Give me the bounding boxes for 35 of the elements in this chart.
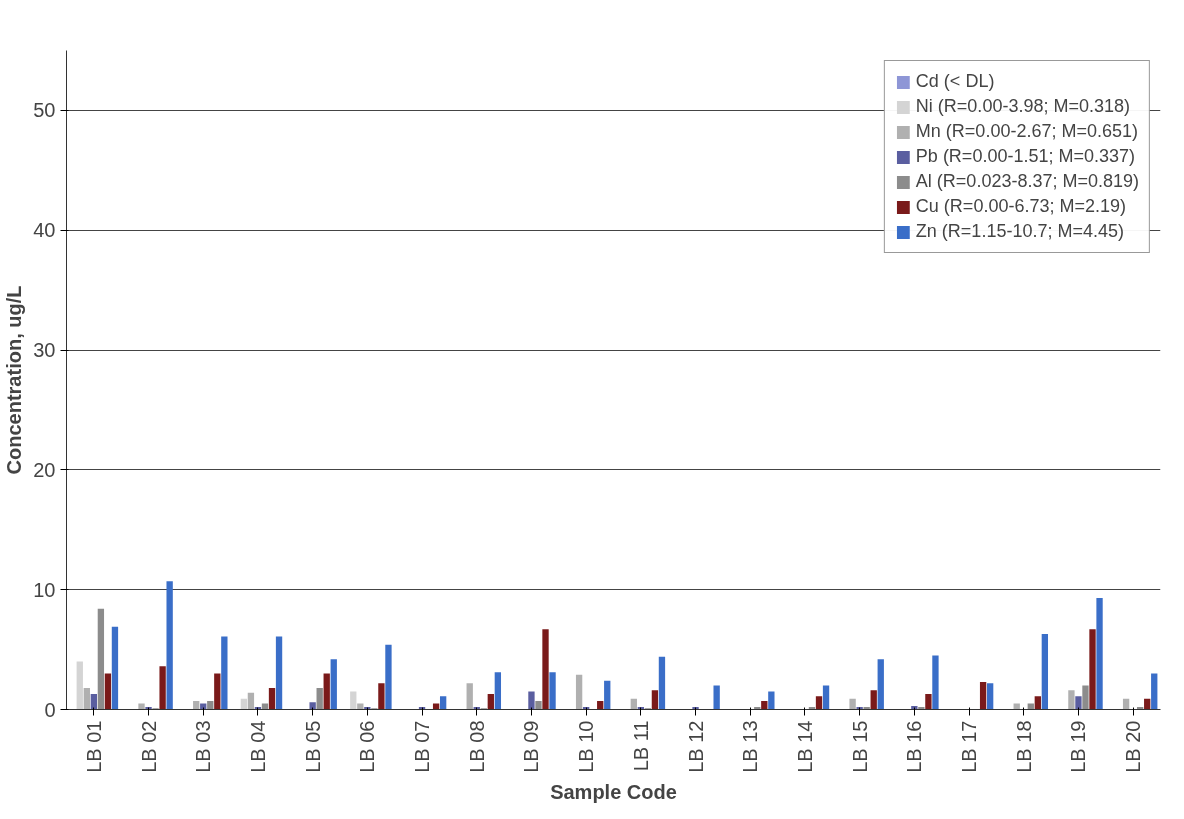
x-tick-label: LB 20	[1122, 720, 1145, 773]
x-tick-label: LB 14	[793, 720, 816, 773]
y-axis-title: Concentration, ug/L	[3, 285, 26, 475]
legend-label: Cu (R=0.00-6.73; M=2.19)	[915, 196, 1126, 217]
x-tick-label: LB 08	[465, 720, 488, 773]
y-tick-label: 10	[33, 578, 56, 601]
x-tick-label: LB 12	[684, 720, 707, 773]
x-tick-label: LB 11	[629, 720, 652, 772]
y-tick-label: 30	[33, 339, 56, 362]
legend-label: Zn (R=1.15-10.7; M=4.45)	[915, 221, 1124, 242]
x-tick-label: LB 01	[82, 720, 105, 773]
legend-label: Cd (< DL)	[915, 71, 995, 92]
x-axis-title: Sample Code	[550, 780, 677, 803]
x-tick-label: LB 05	[301, 720, 324, 773]
legend-label: Al (R=0.023-8.37; M=0.819)	[915, 171, 1139, 192]
x-tick-label: LB 06	[356, 720, 379, 773]
y-tick-label: 20	[33, 458, 56, 481]
x-tick-label: LB 02	[137, 720, 160, 773]
x-tick-label: LB 19	[1067, 720, 1090, 773]
x-tick-label: LB 09	[520, 720, 543, 773]
x-tick-label: LB 16	[903, 720, 926, 773]
y-tick-label: 0	[44, 698, 56, 721]
x-tick-label: LB 10	[575, 720, 598, 773]
x-tick-label: LB 18	[1012, 720, 1035, 773]
legend-label: Ni (R=0.00-3.98; M=0.318)	[915, 96, 1130, 117]
x-tick-label: LB 07	[411, 720, 434, 773]
x-tick-label: LB 13	[739, 720, 762, 773]
x-tick-label: LB 04	[246, 720, 269, 773]
legend-label: Pb (R=0.00-1.51; M=0.337)	[915, 146, 1135, 167]
y-tick-label: 40	[33, 219, 56, 242]
y-tick-label: 50	[33, 99, 56, 122]
x-tick-label: LB 15	[848, 720, 871, 773]
x-tick-label: LB 03	[192, 720, 215, 773]
x-tick-label: LB 17	[958, 720, 981, 773]
legend-label: Mn (R=0.00-2.67; M=0.651)	[915, 121, 1138, 142]
